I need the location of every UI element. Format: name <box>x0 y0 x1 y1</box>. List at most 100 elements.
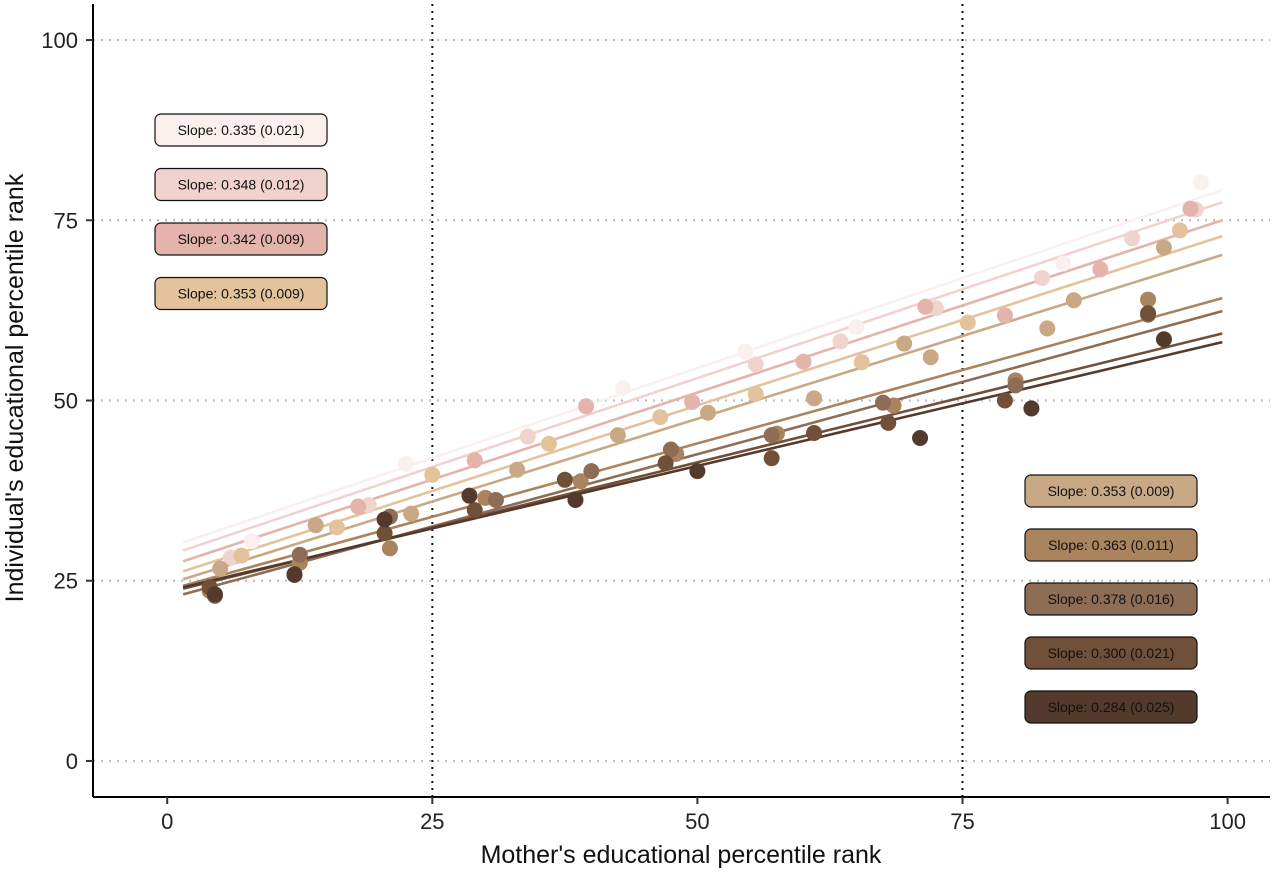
data-point-series-4 <box>959 314 976 331</box>
data-point-series-3 <box>350 498 367 515</box>
data-point-series-8 <box>657 455 674 472</box>
data-point-series-2 <box>747 356 764 373</box>
data-point-series-9 <box>1023 400 1040 417</box>
data-point-series-4 <box>233 547 250 564</box>
data-point-series-4 <box>652 409 669 426</box>
data-point-series-5 <box>1155 239 1172 256</box>
data-point-series-7 <box>874 394 891 411</box>
y-axis-title: Individual's educational percentile rank <box>1 173 29 602</box>
data-point-series-1 <box>397 455 414 472</box>
fit-line-3 <box>182 219 1223 563</box>
data-point-series-3 <box>1092 261 1109 278</box>
fit-line-1 <box>182 188 1223 544</box>
slope-label-6: Slope: 0.363 (0.011) <box>1024 528 1198 562</box>
slope-label-text: Slope: 0.348 (0.012) <box>178 177 305 193</box>
fit-line-2 <box>182 201 1223 552</box>
x-tick-label: 50 <box>685 809 709 834</box>
data-point-series-9 <box>689 463 706 480</box>
data-point-series-5 <box>1039 320 1056 337</box>
slope-label-box <box>154 276 328 311</box>
data-point-series-7 <box>583 463 600 480</box>
data-point-series-8 <box>880 414 897 431</box>
data-point-series-7 <box>291 546 308 563</box>
data-point-series-4 <box>747 386 764 403</box>
slope-label-box <box>1024 582 1198 616</box>
data-point-series-1 <box>737 343 754 360</box>
data-point-series-3 <box>578 398 595 415</box>
data-point-series-9 <box>461 487 478 504</box>
data-point-series-2 <box>519 428 536 445</box>
data-point-series-3 <box>466 452 483 469</box>
data-point-series-5 <box>212 560 229 577</box>
data-point-series-3 <box>996 307 1013 324</box>
y-tick-label: 75 <box>54 208 78 233</box>
data-point-series-5 <box>509 461 526 478</box>
data-point-series-1 <box>848 318 865 335</box>
fit-line-6 <box>182 296 1223 588</box>
data-point-series-2 <box>1034 269 1051 286</box>
slope-label-text: Slope: 0.363 (0.011) <box>1048 537 1174 553</box>
data-point-series-1 <box>1193 174 1210 191</box>
data-point-series-4 <box>1171 222 1188 239</box>
data-point-series-5 <box>896 335 913 352</box>
slope-label-box <box>1024 528 1198 562</box>
data-point-series-9 <box>912 429 929 446</box>
data-point-series-3 <box>795 353 812 370</box>
slope-label-box <box>154 113 328 147</box>
slope-label-1: Slope: 0.335 (0.021) <box>154 113 328 147</box>
data-point-series-8 <box>763 450 780 467</box>
slope-label-3: Slope: 0.342 (0.009) <box>154 222 328 256</box>
data-point-series-4 <box>424 466 441 483</box>
slope-label-box <box>1024 474 1198 508</box>
data-point-series-4 <box>853 354 870 371</box>
data-point-series-1 <box>615 380 632 397</box>
data-point-series-3 <box>1182 200 1199 217</box>
data-point-series-8 <box>466 502 483 519</box>
data-point-series-5 <box>806 390 823 407</box>
slope-label-text: Slope: 0.300 (0.021) <box>1048 645 1175 661</box>
slope-label-4: Slope: 0.353 (0.009) <box>154 276 328 311</box>
data-point-series-5 <box>609 427 626 444</box>
slope-labels: Slope: 0.335 (0.021) Slope: 0.348 (0.012)… <box>154 113 1198 724</box>
slope-label-5: Slope: 0.353 (0.009) <box>1024 474 1198 508</box>
data-points <box>201 174 1210 604</box>
x-tick-label: 25 <box>420 809 444 834</box>
x-tick-label: 0 <box>161 809 173 834</box>
slope-label-8: Slope: 0.300 (0.021) <box>1024 636 1198 670</box>
data-point-series-4 <box>328 519 345 536</box>
data-point-series-9 <box>286 566 303 583</box>
data-point-series-5 <box>307 517 324 534</box>
data-point-series-8 <box>376 525 393 542</box>
data-point-series-7 <box>487 491 504 508</box>
data-point-series-5 <box>403 505 420 522</box>
slope-label-2: Slope: 0.348 (0.012) <box>154 167 328 202</box>
slope-label-text: Slope: 0.378 (0.016) <box>1048 591 1175 607</box>
data-point-series-1 <box>244 533 261 550</box>
data-point-series-7 <box>763 427 780 444</box>
slope-label-text: Slope: 0.335 (0.021) <box>178 122 305 138</box>
x-axis-title: Mother's educational percentile rank <box>481 841 882 869</box>
slope-label-9: Slope: 0.284 (0.025) <box>1024 690 1198 724</box>
data-point-series-8 <box>806 424 823 441</box>
data-point-series-6 <box>572 473 589 490</box>
ticks: 0 25 50 75 100 0 25 50 75 100 <box>41 28 1246 834</box>
data-point-series-8 <box>556 471 573 488</box>
slope-label-box <box>1024 690 1198 724</box>
data-point-series-9 <box>567 491 584 508</box>
data-point-series-1 <box>1055 255 1072 272</box>
slope-label-text: Slope: 0.284 (0.025) <box>1048 699 1175 715</box>
y-tick-label: 0 <box>66 749 78 774</box>
fit-line-9 <box>182 340 1223 589</box>
slope-label-box <box>154 222 328 256</box>
data-point-series-9 <box>206 586 223 603</box>
y-tick-label: 50 <box>54 389 78 414</box>
slope-label-text: Slope: 0.353 (0.009) <box>1048 483 1175 499</box>
slope-label-7: Slope: 0.378 (0.016) <box>1024 582 1198 616</box>
data-point-series-9 <box>1155 331 1172 348</box>
data-point-series-6 <box>1140 291 1157 308</box>
data-point-series-7 <box>1007 377 1024 394</box>
data-point-series-2 <box>832 333 849 350</box>
data-point-series-8 <box>996 392 1013 409</box>
data-point-series-8 <box>1140 305 1157 322</box>
